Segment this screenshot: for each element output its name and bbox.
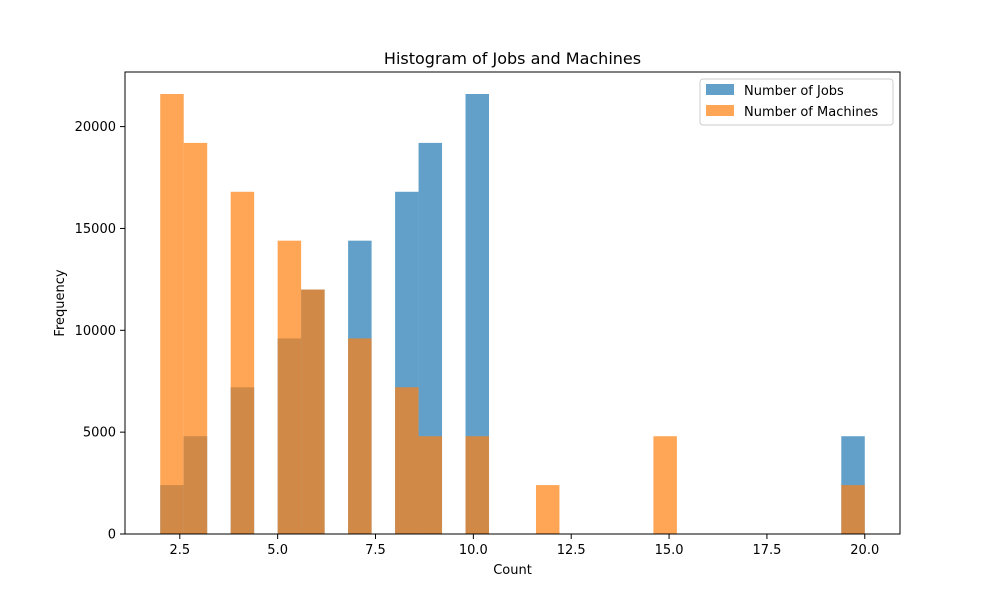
x-tick-label: 17.5 <box>752 543 781 558</box>
x-tick-label: 15.0 <box>655 543 684 558</box>
chart-title: Histogram of Jobs and Machines <box>384 49 641 68</box>
y-tick-label: 20000 <box>75 120 116 135</box>
x-tick-label: 7.5 <box>365 543 386 558</box>
x-axis-label: Count <box>493 563 532 578</box>
bar-machines-bin-21 <box>653 436 677 534</box>
bar-machines-bin-3 <box>230 191 255 534</box>
bars-group <box>160 94 865 535</box>
x-tick-label: 10.0 <box>459 543 488 558</box>
x-tick-label: 5.0 <box>267 543 288 558</box>
bar-jobs-bin-13 <box>465 94 490 534</box>
y-tick-label: 0 <box>108 528 116 543</box>
legend: Number of Jobs Number of Machines <box>699 78 894 126</box>
y-tick-label: 15000 <box>75 222 116 237</box>
bar-machines-bin-8 <box>348 338 372 534</box>
bar-machines-bin-1 <box>183 142 208 534</box>
x-tick-label: 20.0 <box>850 543 879 558</box>
bar-machines-bin-11 <box>418 436 443 534</box>
bar-machines-bin-16 <box>535 485 560 534</box>
legend-box <box>699 78 894 126</box>
x-tick-label: 12.5 <box>557 543 586 558</box>
bar-machines-bin-10 <box>395 387 419 534</box>
bar-machines-bin-0 <box>160 94 184 534</box>
legend-swatch-jobs <box>706 84 734 95</box>
legend-label-jobs: Number of Jobs <box>744 84 844 99</box>
y-tick-label: 10000 <box>75 324 116 339</box>
x-tick-label: 2.5 <box>169 543 190 558</box>
plot-frame <box>124 71 901 535</box>
y-axis-ticks: 0 5000 10000 15000 20000 <box>75 120 125 543</box>
x-axis-ticks: 2.5 5.0 7.5 10.0 12.5 15.0 17.5 20.0 <box>169 534 879 558</box>
legend-swatch-machines <box>706 105 734 116</box>
bar-machines-bin-5 <box>277 240 302 535</box>
y-tick-label: 5000 <box>83 426 116 441</box>
bar-machines-bin-6 <box>301 289 325 534</box>
bar-machines-bin-13 <box>465 436 490 534</box>
y-axis-label: Frequency <box>53 269 68 336</box>
legend-label-machines: Number of Machines <box>744 105 878 120</box>
bar-machines-bin-29 <box>841 485 865 534</box>
